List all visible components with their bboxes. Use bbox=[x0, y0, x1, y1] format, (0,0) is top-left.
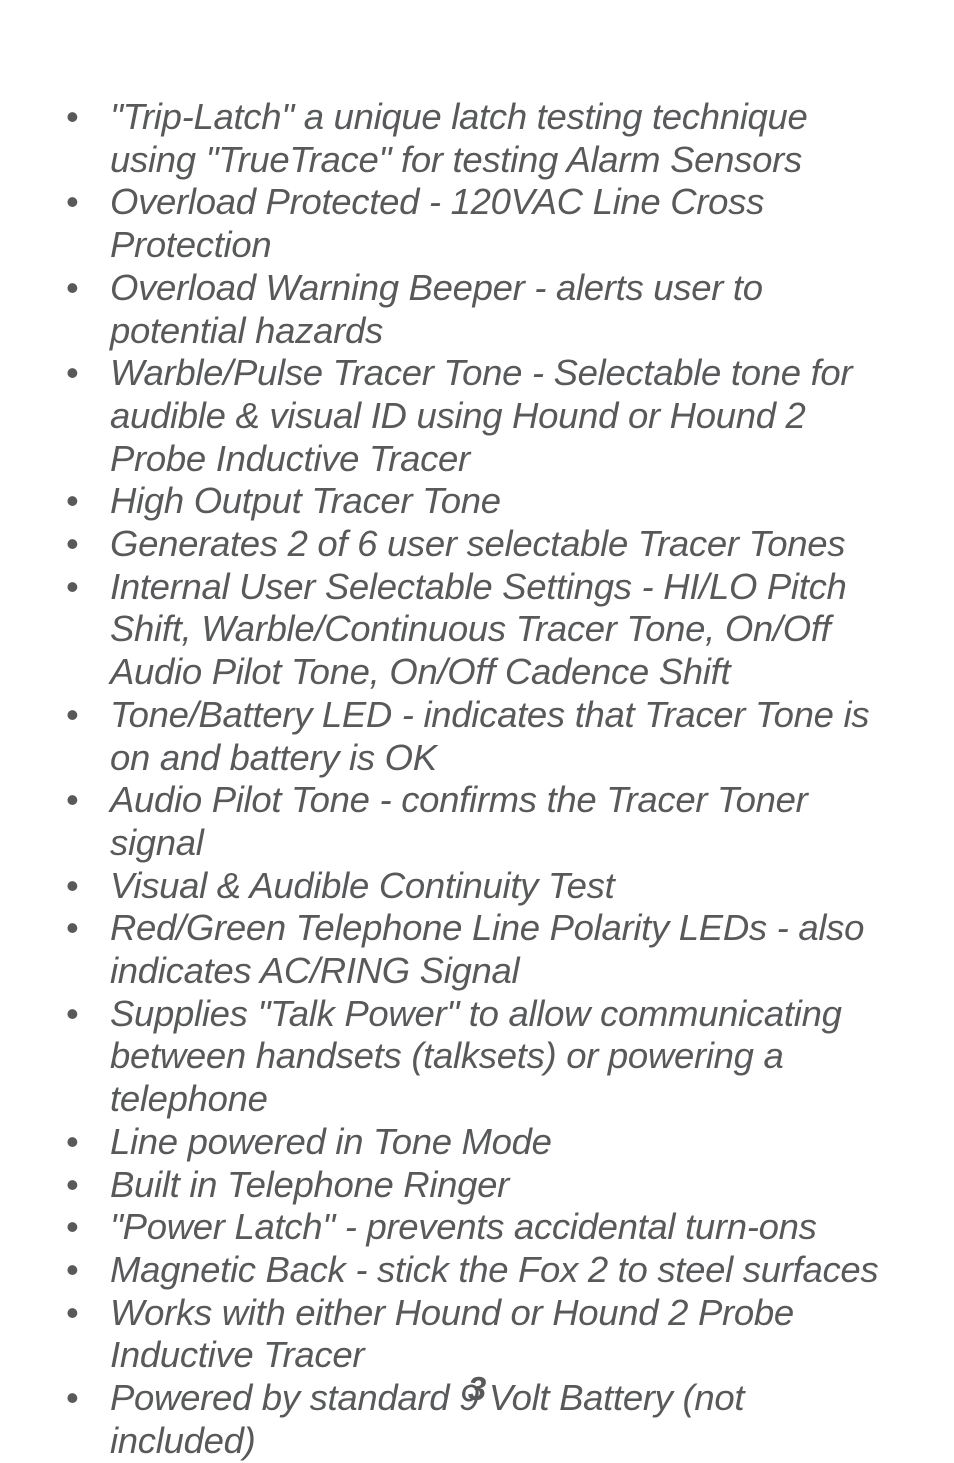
bullet-text: Warble/Pulse Tracer Tone - Selectable to… bbox=[110, 352, 852, 478]
list-item: Works with either Hound or Hound 2 Probe… bbox=[62, 1292, 892, 1377]
bullet-text: Magnetic Back - stick the Fox 2 to steel… bbox=[110, 1249, 878, 1290]
list-item: Internal User Selectable Settings - HI/L… bbox=[62, 566, 892, 694]
list-item: Magnetic Back - stick the Fox 2 to steel… bbox=[62, 1249, 892, 1292]
list-item: Line powered in Tone Mode bbox=[62, 1121, 892, 1164]
bullet-text: High Output Tracer Tone bbox=[110, 480, 501, 521]
bullet-text: Overload Protected - 120VAC Line Cross P… bbox=[110, 181, 764, 265]
bullet-text: Red/Green Telephone Line Polarity LEDs -… bbox=[110, 907, 864, 991]
feature-list: "Trip-Latch" a unique latch testing tech… bbox=[62, 96, 892, 1463]
list-item: Overload Protected - 120VAC Line Cross P… bbox=[62, 181, 892, 266]
bullet-text: Works with either Hound or Hound 2 Probe… bbox=[110, 1292, 794, 1376]
list-item: Built in Telephone Ringer bbox=[62, 1164, 892, 1207]
list-item: Audio Pilot Tone - confirms the Tracer T… bbox=[62, 779, 892, 864]
page-number: 3 bbox=[0, 1370, 954, 1408]
bullet-text: "Trip-Latch" a unique latch testing tech… bbox=[110, 96, 808, 180]
bullet-text: Built in Telephone Ringer bbox=[110, 1164, 509, 1205]
list-item: Generates 2 of 6 user selectable Tracer … bbox=[62, 523, 892, 566]
list-item: "Power Latch" - prevents accidental turn… bbox=[62, 1206, 892, 1249]
bullet-text: Internal User Selectable Settings - HI/L… bbox=[110, 566, 847, 692]
list-item: Visual & Audible Continuity Test bbox=[62, 865, 892, 908]
bullet-text: Visual & Audible Continuity Test bbox=[110, 865, 614, 906]
bullet-text: Generates 2 of 6 user selectable Tracer … bbox=[110, 523, 845, 564]
bullet-text: "Power Latch" - prevents accidental turn… bbox=[110, 1206, 817, 1247]
list-item: High Output Tracer Tone bbox=[62, 480, 892, 523]
list-item: Overload Warning Beeper - alerts user to… bbox=[62, 267, 892, 352]
bullet-text: Tone/Battery LED - indicates that Tracer… bbox=[110, 694, 869, 778]
bullet-text: Supplies "Talk Power" to allow communica… bbox=[110, 993, 842, 1119]
list-item: Warble/Pulse Tracer Tone - Selectable to… bbox=[62, 352, 892, 480]
list-item: Tone/Battery LED - indicates that Tracer… bbox=[62, 694, 892, 779]
list-item: Supplies "Talk Power" to allow communica… bbox=[62, 993, 892, 1121]
bullet-text: Audio Pilot Tone - confirms the Tracer T… bbox=[110, 779, 808, 863]
list-item: Red/Green Telephone Line Polarity LEDs -… bbox=[62, 907, 892, 992]
bullet-text: Overload Warning Beeper - alerts user to… bbox=[110, 267, 763, 351]
bullet-text: Line powered in Tone Mode bbox=[110, 1121, 552, 1162]
document-page: "Trip-Latch" a unique latch testing tech… bbox=[0, 0, 954, 1458]
list-item: "Trip-Latch" a unique latch testing tech… bbox=[62, 96, 892, 181]
